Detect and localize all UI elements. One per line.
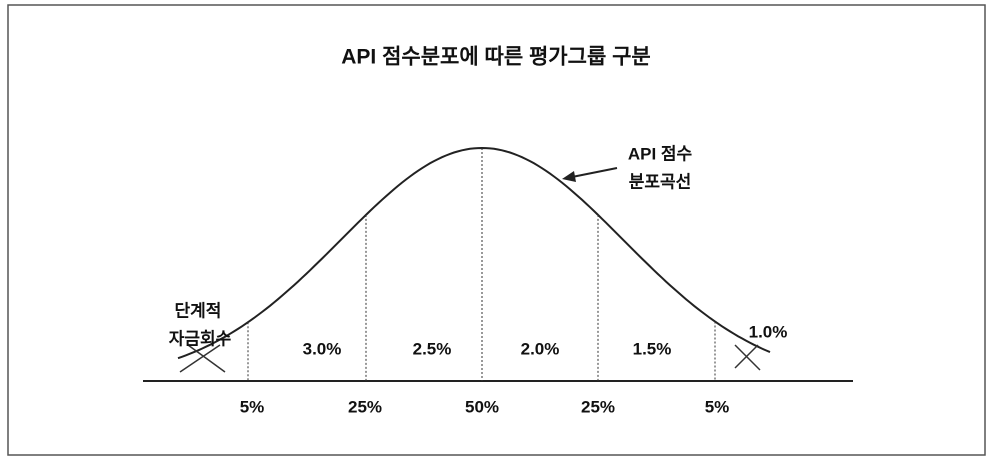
x-mark bbox=[187, 344, 226, 373]
x-mark bbox=[179, 344, 221, 373]
title: API 점수분포에 따른 평가그룹 구분 bbox=[341, 46, 651, 69]
bottom-label: 5% bbox=[705, 397, 730, 416]
curve-label: API 점수 bbox=[628, 144, 693, 163]
region-label: 2.5% bbox=[413, 339, 452, 358]
right-label: 1.0% bbox=[749, 322, 788, 341]
bottom-label: 25% bbox=[581, 397, 615, 416]
bottom-label: 50% bbox=[465, 397, 499, 416]
arrow bbox=[571, 167, 618, 178]
curve-label: 분포곡선 bbox=[629, 172, 692, 191]
x-mark bbox=[734, 344, 761, 371]
bottom-label: 25% bbox=[348, 397, 382, 416]
bell-curve bbox=[177, 146, 771, 360]
left-label: 자금회수 bbox=[169, 329, 232, 348]
dividers bbox=[247, 148, 716, 381]
region-label: 2.0% bbox=[521, 339, 560, 358]
arrow-head bbox=[562, 171, 576, 182]
x-mark bbox=[734, 344, 759, 369]
frame bbox=[7, 4, 986, 456]
region-label: 1.5% bbox=[633, 339, 672, 358]
left-label: 단계적 bbox=[175, 301, 222, 320]
bottom-label: 5% bbox=[240, 397, 265, 416]
region-label: 3.0% bbox=[303, 339, 342, 358]
x-marks bbox=[179, 344, 761, 373]
